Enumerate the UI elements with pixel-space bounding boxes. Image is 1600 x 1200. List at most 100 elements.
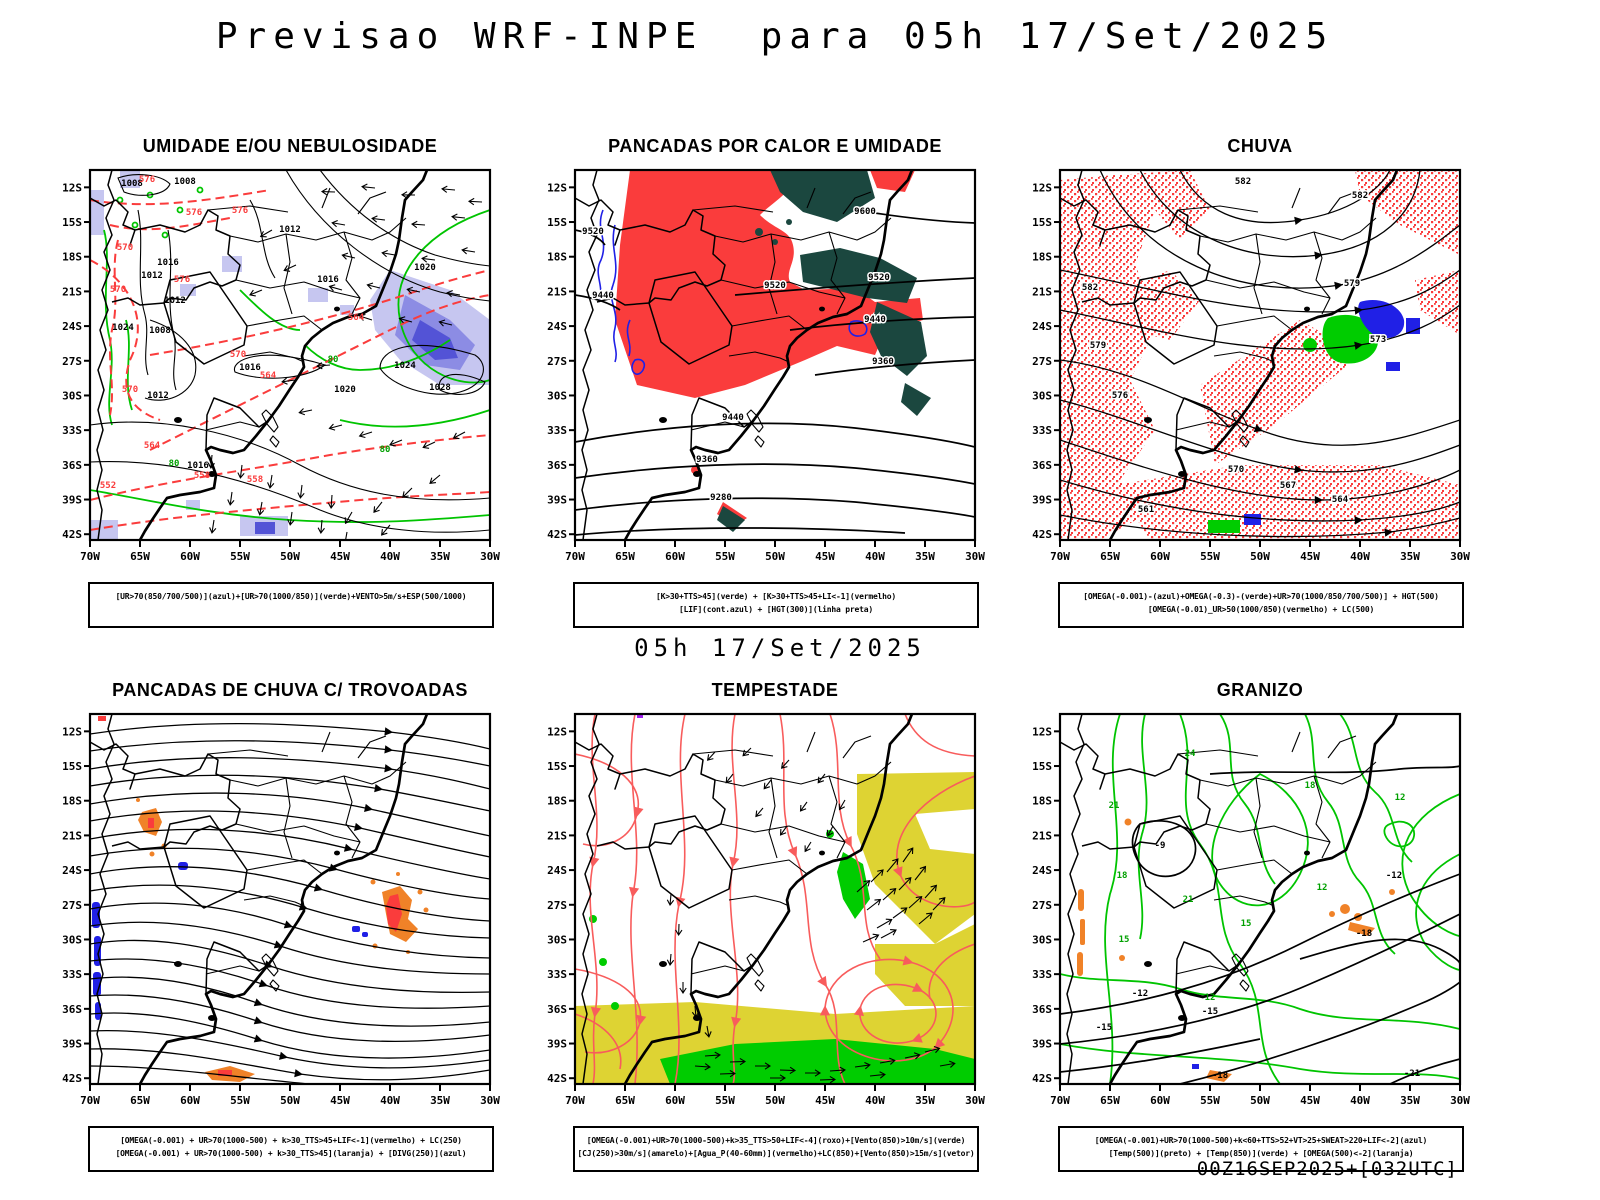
svg-text:55W: 55W bbox=[1200, 1094, 1220, 1107]
svg-text:18: 18 bbox=[1117, 871, 1128, 881]
svg-text:55W: 55W bbox=[715, 550, 735, 563]
svg-text:1012: 1012 bbox=[164, 296, 186, 306]
contour-labels: 24 21 21 18 18 15 15 12 12 12 -9 -12 -12 -15 -15 -18 -18… bbox=[1096, 749, 1420, 1081]
svg-text:1028: 1028 bbox=[429, 383, 451, 393]
svg-text:55W: 55W bbox=[230, 550, 250, 563]
svg-text:24S: 24S bbox=[547, 320, 567, 333]
axis-ticks: 12S 15S 18S 21S 24S 27S 30S 33S 36S 39S 42S 70W 65W 6… bbox=[547, 181, 985, 563]
svg-text:42S: 42S bbox=[1032, 1072, 1052, 1085]
svg-text:39S: 39S bbox=[547, 1038, 567, 1051]
svg-text:30S: 30S bbox=[547, 933, 567, 946]
svg-text:-9: -9 bbox=[1155, 841, 1166, 851]
svg-text:-21: -21 bbox=[1404, 1069, 1420, 1079]
svg-text:50W: 50W bbox=[765, 1094, 785, 1107]
panel-umidade-map: 12S 15S 18S 21S 24S 27S 30S 33S 36S 39S 42S 70W 65W 6… bbox=[62, 168, 500, 563]
svg-text:582: 582 bbox=[1352, 191, 1368, 201]
svg-text:24S: 24S bbox=[1032, 864, 1052, 877]
svg-text:27S: 27S bbox=[547, 899, 567, 912]
page-title: Previsao WRF-INPE para 05h 17/Set/2025 bbox=[215, 16, 1335, 57]
svg-text:70W: 70W bbox=[565, 550, 585, 563]
rain-speckle-fill bbox=[1060, 170, 1460, 540]
svg-text:-15: -15 bbox=[1202, 1007, 1218, 1017]
panel-tempestade-title: TEMPESTADE bbox=[711, 680, 839, 700]
isobar-contours bbox=[90, 170, 490, 533]
svg-text:15S: 15S bbox=[1032, 760, 1052, 773]
streamlines bbox=[90, 722, 490, 1084]
axis-ticks: 12S 15S 18S 21S 24S 27S 30S 33S 36S 39S 42S 70W 65W 6… bbox=[1032, 725, 1470, 1107]
svg-text:60W: 60W bbox=[180, 1094, 200, 1107]
svg-text:42S: 42S bbox=[62, 1072, 82, 1085]
svg-text:70W: 70W bbox=[1050, 550, 1070, 563]
svg-text:1024: 1024 bbox=[112, 323, 134, 333]
svg-text:18S: 18S bbox=[1032, 251, 1052, 264]
svg-text:65W: 65W bbox=[1100, 1094, 1120, 1107]
panel-pancadas-calor: PANCADAS POR CALOR E UMIDADE bbox=[539, 134, 989, 628]
svg-text:30W: 30W bbox=[1450, 1094, 1470, 1107]
svg-text:9440: 9440 bbox=[864, 315, 886, 325]
panel-trovoadas-title: PANCADAS DE CHUVA C/ TROVOADAS bbox=[112, 680, 468, 700]
svg-text:15S: 15S bbox=[62, 216, 82, 229]
svg-text:70W: 70W bbox=[1050, 1094, 1070, 1107]
svg-text:576: 576 bbox=[139, 175, 155, 185]
svg-text:1012: 1012 bbox=[147, 391, 169, 401]
svg-text:-18: -18 bbox=[1356, 929, 1372, 939]
svg-text:30W: 30W bbox=[480, 550, 500, 563]
panel-tempestade: TEMPESTADE bbox=[539, 678, 989, 1172]
svg-text:55W: 55W bbox=[715, 1094, 735, 1107]
svg-text:21: 21 bbox=[1109, 801, 1120, 811]
panel-umidade-caption: [UR>70(850/700/500)](azul)+[UR>70(1000/8… bbox=[88, 582, 494, 628]
panel-pancadas-calor-caption: [K>30+TTS>45](verde) + [K>30+TTS>45+LI<-… bbox=[573, 582, 979, 628]
svg-text:12: 12 bbox=[1317, 883, 1328, 893]
svg-text:30W: 30W bbox=[965, 1094, 985, 1107]
svg-text:573: 573 bbox=[1370, 335, 1386, 345]
panel-granizo-caption: [OMEGA(-0.001)+UR>70(1000-500)+k<60+TTS>… bbox=[1058, 1126, 1464, 1172]
svg-text:21: 21 bbox=[1183, 895, 1194, 905]
svg-text:576: 576 bbox=[174, 275, 190, 285]
panel-pancadas-calor-title: PANCADAS POR CALOR E UMIDADE bbox=[608, 136, 942, 156]
hgt500-streamlines bbox=[1060, 170, 1460, 538]
axis-ticks: 12S 15S 18S 21S 24S 27S 30S 33S 36S 39S 42S 70W 65W 6… bbox=[62, 725, 500, 1107]
red-instability-fill bbox=[615, 170, 923, 526]
svg-text:70W: 70W bbox=[80, 1094, 100, 1107]
svg-text:65W: 65W bbox=[615, 1094, 635, 1107]
svg-text:65W: 65W bbox=[615, 550, 635, 563]
svg-text:552: 552 bbox=[100, 481, 116, 491]
svg-text:33S: 33S bbox=[547, 424, 567, 437]
svg-text:30W: 30W bbox=[480, 1094, 500, 1107]
axis-ticks: 12S 15S 18S 21S 24S 27S 30S 33S 36S 39S 42S 70W 65W 6… bbox=[62, 181, 500, 563]
svg-text:576: 576 bbox=[232, 206, 248, 216]
svg-text:35W: 35W bbox=[915, 1094, 935, 1107]
svg-text:558: 558 bbox=[194, 471, 210, 481]
svg-text:570: 570 bbox=[117, 243, 133, 253]
panel-trovoadas: PANCADAS DE CHUVA C/ TROVOADAS bbox=[54, 678, 504, 1172]
svg-text:561: 561 bbox=[1138, 505, 1154, 515]
svg-text:45W: 45W bbox=[815, 1094, 835, 1107]
svg-text:39S: 39S bbox=[547, 494, 567, 507]
svg-text:39S: 39S bbox=[1032, 1038, 1052, 1051]
run-info-footer: 00Z16SEP2025+[032UTC] bbox=[1196, 1158, 1458, 1180]
svg-text:30S: 30S bbox=[1032, 389, 1052, 402]
svg-text:33S: 33S bbox=[62, 968, 82, 981]
svg-text:1020: 1020 bbox=[334, 385, 356, 395]
svg-text:45W: 45W bbox=[1300, 1094, 1320, 1107]
svg-text:80: 80 bbox=[169, 459, 180, 469]
svg-text:42S: 42S bbox=[547, 528, 567, 541]
svg-text:36S: 36S bbox=[1032, 1003, 1052, 1016]
svg-text:1012: 1012 bbox=[141, 271, 163, 281]
svg-text:30S: 30S bbox=[62, 933, 82, 946]
svg-text:35W: 35W bbox=[1400, 1094, 1420, 1107]
svg-text:80: 80 bbox=[380, 445, 391, 455]
svg-text:9520: 9520 bbox=[868, 273, 890, 283]
panel-tempestade-map: 12S 15S 18S 21S 24S 27S 30S 33S 36S 39S 42S 70W 65W 6… bbox=[547, 712, 985, 1107]
svg-text:33S: 33S bbox=[1032, 968, 1052, 981]
svg-text:18S: 18S bbox=[547, 795, 567, 808]
svg-text:27S: 27S bbox=[1032, 355, 1052, 368]
svg-text:65W: 65W bbox=[130, 1094, 150, 1107]
svg-text:24S: 24S bbox=[1032, 320, 1052, 333]
svg-text:55W: 55W bbox=[1200, 550, 1220, 563]
svg-text:24: 24 bbox=[1185, 749, 1196, 759]
panel-chuva-title: CHUVA bbox=[1227, 136, 1293, 156]
svg-text:50W: 50W bbox=[280, 550, 300, 563]
svg-text:50W: 50W bbox=[280, 1094, 300, 1107]
svg-text:30S: 30S bbox=[547, 389, 567, 402]
